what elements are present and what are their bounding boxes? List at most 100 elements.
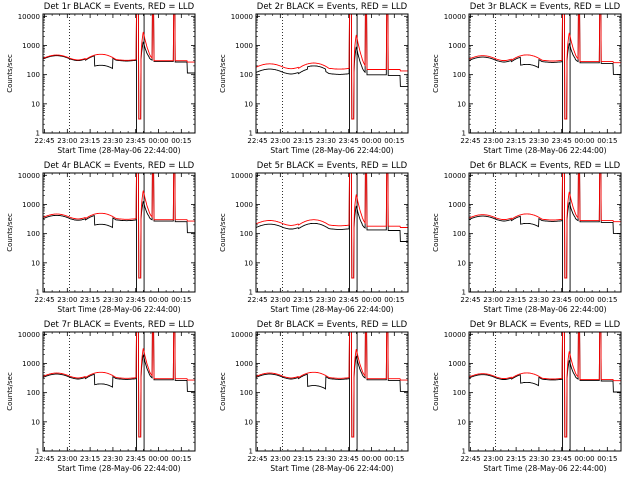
- x-axis-label: Start Time (28-May-06 22:44:00): [57, 464, 180, 473]
- panel-det-8r: Det 8r BLACK = Events, RED = LLD Counts/s…: [219, 320, 409, 473]
- series-line-events: [255, 172, 408, 279]
- series-line-events: [42, 331, 195, 438]
- y-axis-label: Counts/sec: [432, 54, 440, 93]
- x-tick-label: 23:30: [529, 455, 549, 463]
- panel-det-9r: Det 9r BLACK = Events, RED = LLD Counts/s…: [432, 320, 622, 473]
- x-tick-label: 23:15: [506, 296, 526, 304]
- series-line-lld: [42, 172, 195, 279]
- x-tick-label: 23:00: [57, 296, 77, 304]
- x-axis-label: Start Time (28-May-06 22:44:00): [57, 146, 180, 155]
- panel-det-3r: Det 3r BLACK = Events, RED = LLD Counts/s…: [432, 2, 622, 155]
- chart-title: Det 4r BLACK = Events, RED = LLD: [44, 161, 195, 171]
- x-tick-label: 22:45: [247, 455, 267, 463]
- chart-title: Det 8r BLACK = Events, RED = LLD: [257, 320, 408, 330]
- y-tick-label: 10: [457, 100, 466, 108]
- y-tick-label: 100: [27, 71, 40, 79]
- x-tick-label: 00:00: [148, 296, 168, 304]
- x-tick-label: 23:00: [483, 296, 503, 304]
- x-tick-label: 23:00: [483, 455, 503, 463]
- y-tick-label: 1000: [448, 360, 466, 368]
- plot-frame: [42, 331, 196, 452]
- x-tick-label: 22:45: [460, 137, 480, 145]
- x-tick-label: 22:45: [34, 296, 54, 304]
- x-tick-label: 23:30: [103, 455, 123, 463]
- y-tick-label: 1: [462, 448, 466, 456]
- y-tick-label: 100: [240, 230, 253, 238]
- x-tick-label: 23:00: [483, 137, 503, 145]
- y-tick-label: 1000: [22, 360, 40, 368]
- plot-frame: [255, 331, 409, 452]
- x-axis-label: Start Time (28-May-06 22:44:00): [483, 146, 606, 155]
- x-tick-label: 23:45: [552, 137, 572, 145]
- y-tick-label: 1: [462, 289, 466, 297]
- x-tick-label: 23:30: [316, 455, 336, 463]
- panel-det-6r: Det 6r BLACK = Events, RED = LLD Counts/s…: [432, 161, 622, 314]
- x-tick-label: 00:15: [597, 455, 617, 463]
- series-line-events: [255, 331, 408, 438]
- y-tick-label: 1000: [235, 201, 253, 209]
- y-tick-label: 1: [249, 130, 253, 138]
- y-tick-label: 100: [27, 389, 40, 397]
- x-tick-label: 23:45: [126, 137, 146, 145]
- series-line-lld: [255, 331, 408, 438]
- y-tick-label: 10000: [18, 172, 40, 180]
- panel-det-1r: Det 1r BLACK = Events, RED = LLD Counts/s…: [6, 2, 196, 155]
- y-axis-label: Counts/sec: [432, 372, 440, 411]
- x-tick-label: 23:30: [529, 296, 549, 304]
- panel-det-2r: Det 2r BLACK = Events, RED = LLD Counts/s…: [219, 2, 409, 155]
- y-axis-label: Counts/sec: [219, 213, 227, 252]
- x-axis-label: Start Time (28-May-06 22:44:00): [57, 305, 180, 314]
- y-tick-label: 1000: [235, 360, 253, 368]
- plot-frame: [255, 172, 409, 293]
- y-axis-label: Counts/sec: [6, 54, 14, 93]
- x-tick-label: 00:00: [574, 296, 594, 304]
- series-line-lld: [42, 13, 195, 120]
- x-tick-label: 00:00: [574, 455, 594, 463]
- y-axis-label: Counts/sec: [6, 213, 14, 252]
- x-tick-label: 00:15: [171, 455, 191, 463]
- x-tick-label: 23:15: [293, 296, 313, 304]
- y-tick-label: 1: [36, 130, 40, 138]
- x-tick-label: 23:00: [57, 455, 77, 463]
- series-line-lld: [255, 13, 408, 120]
- x-tick-label: 23:30: [316, 296, 336, 304]
- y-tick-label: 100: [453, 71, 466, 79]
- x-tick-label: 23:15: [80, 296, 100, 304]
- x-tick-label: 23:30: [529, 137, 549, 145]
- y-tick-label: 1: [249, 289, 253, 297]
- chart-title: Det 6r BLACK = Events, RED = LLD: [470, 161, 621, 171]
- y-tick-label: 1000: [448, 42, 466, 50]
- y-tick-label: 1: [36, 289, 40, 297]
- plot-frame: [42, 172, 196, 293]
- panel-det-7r: Det 7r BLACK = Events, RED = LLD Counts/s…: [6, 320, 196, 473]
- series-line-events: [468, 331, 621, 438]
- y-tick-label: 10000: [231, 172, 253, 180]
- plot-frame: [468, 331, 622, 452]
- x-tick-label: 23:15: [80, 137, 100, 145]
- series-line-events: [42, 13, 195, 120]
- x-tick-label: 23:45: [339, 296, 359, 304]
- x-axis-label: Start Time (28-May-06 22:44:00): [270, 464, 393, 473]
- y-axis-label: Counts/sec: [219, 372, 227, 411]
- y-tick-label: 10: [457, 259, 466, 267]
- x-tick-label: 00:00: [574, 137, 594, 145]
- y-tick-label: 100: [27, 230, 40, 238]
- y-axis-label: Counts/sec: [6, 372, 14, 411]
- plot-frame: [255, 13, 409, 134]
- x-tick-label: 23:00: [270, 137, 290, 145]
- series-line-lld: [468, 172, 621, 279]
- y-tick-label: 10: [31, 100, 40, 108]
- y-tick-label: 1: [36, 448, 40, 456]
- x-tick-label: 22:45: [247, 296, 267, 304]
- x-tick-label: 23:45: [126, 455, 146, 463]
- x-tick-label: 00:00: [148, 137, 168, 145]
- chart-title: Det 1r BLACK = Events, RED = LLD: [44, 2, 195, 12]
- plot-frame: [42, 13, 196, 134]
- y-tick-label: 10: [31, 418, 40, 426]
- x-tick-label: 00:15: [384, 296, 404, 304]
- x-tick-label: 22:45: [34, 455, 54, 463]
- x-tick-label: 23:00: [57, 137, 77, 145]
- x-tick-label: 23:15: [506, 455, 526, 463]
- x-tick-label: 23:45: [552, 296, 572, 304]
- x-axis-label: Start Time (28-May-06 22:44:00): [483, 464, 606, 473]
